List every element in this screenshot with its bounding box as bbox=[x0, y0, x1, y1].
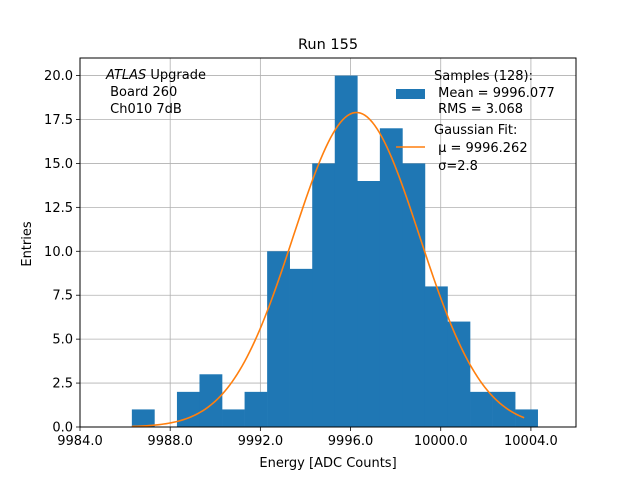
annotation-line-3: Ch010 7dB bbox=[106, 102, 182, 117]
y-axis-label: Entries bbox=[20, 221, 35, 267]
histogram-bar bbox=[334, 75, 358, 428]
annotation-rest: Upgrade bbox=[146, 68, 206, 83]
histogram-bar bbox=[199, 374, 223, 427]
histogram-bar bbox=[176, 391, 200, 427]
gaussian-fit-curve bbox=[131, 111, 525, 428]
y-tick-label: 17.5 bbox=[44, 113, 73, 128]
x-tick-label: 9996.0 bbox=[328, 434, 374, 449]
histogram-bar bbox=[267, 251, 290, 427]
y-tick-label: 15.0 bbox=[44, 157, 73, 172]
annotation-line-2: Board 260 bbox=[106, 85, 177, 100]
annotation-line-1: ATLAS Upgrade bbox=[105, 68, 206, 83]
y-tick-label: 0.0 bbox=[52, 421, 73, 436]
y-tick-label: 2.5 bbox=[52, 377, 73, 392]
legend-fit-line-3: σ=2.8 bbox=[434, 159, 478, 174]
y-tick-label: 20.0 bbox=[44, 69, 73, 84]
histogram-bar bbox=[244, 391, 268, 427]
axis-ticks: 9984.0 9988.0 9992.0 9996.0 10000.0 10004.0 0.… bbox=[44, 69, 558, 449]
annotation-italic-word: ATLAS bbox=[105, 68, 146, 83]
histogram-bar bbox=[424, 286, 448, 427]
histogram-bar bbox=[379, 128, 403, 428]
y-tick-label: 12.5 bbox=[44, 201, 73, 216]
legend-samples-line-3: RMS = 3.068 bbox=[434, 102, 523, 117]
x-axis-label: Energy [ADC Counts] bbox=[259, 456, 396, 471]
histogram-bar bbox=[447, 321, 471, 427]
histogram-bar bbox=[402, 163, 426, 427]
x-tick-label: 9992.0 bbox=[238, 434, 284, 449]
x-tick-label: 9988.0 bbox=[147, 434, 193, 449]
histogram-bar bbox=[515, 409, 538, 427]
y-tick-label: 7.5 bbox=[52, 289, 73, 304]
legend-samples-patch bbox=[396, 89, 425, 99]
histogram-bar bbox=[470, 391, 493, 427]
legend: Samples (128): Mean = 9996.077 RMS = 3.0… bbox=[396, 69, 555, 174]
histogram-bar bbox=[289, 268, 313, 427]
y-tick-label: 10.0 bbox=[44, 245, 73, 260]
legend-fit-line-2: μ = 9996.262 bbox=[434, 141, 528, 156]
histogram-bars bbox=[131, 75, 538, 428]
x-tick-label: 9984.0 bbox=[57, 434, 103, 449]
y-tick-label: 5.0 bbox=[52, 333, 73, 348]
histogram-bar bbox=[492, 391, 516, 427]
histogram-bar bbox=[131, 409, 155, 427]
legend-samples-line-2: Mean = 9996.077 bbox=[434, 86, 555, 101]
histogram-bar bbox=[222, 409, 245, 427]
legend-fit-line-1: Gaussian Fit: bbox=[434, 123, 517, 138]
x-tick-label: 10000.0 bbox=[414, 434, 468, 449]
atlas-annotation: ATLAS Upgrade Board 260 Ch010 7dB bbox=[105, 68, 206, 117]
legend-samples-line-1: Samples (128): bbox=[434, 69, 533, 84]
histogram-bar bbox=[312, 163, 336, 427]
histogram-bar bbox=[357, 181, 381, 427]
chart-title: Run 155 bbox=[298, 37, 358, 53]
plot-frame bbox=[79, 57, 577, 428]
gaussian-fit bbox=[131, 111, 525, 428]
x-tick-label: 10004.0 bbox=[504, 434, 558, 449]
